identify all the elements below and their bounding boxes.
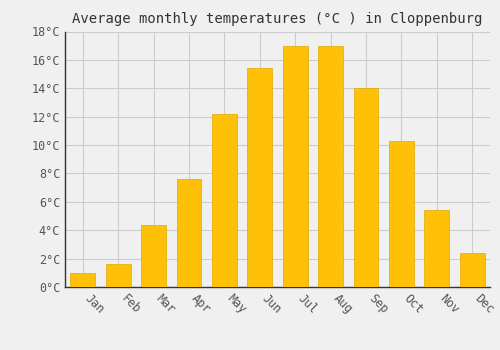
- Bar: [106, 264, 130, 287]
- Bar: [354, 88, 378, 287]
- Bar: [389, 141, 414, 287]
- Bar: [283, 46, 308, 287]
- Bar: [212, 114, 237, 287]
- Bar: [141, 225, 166, 287]
- Bar: [176, 179, 202, 287]
- Bar: [460, 253, 484, 287]
- Title: Average monthly temperatures (°C ) in Cloppenburg: Average monthly temperatures (°C ) in Cl…: [72, 12, 482, 26]
- Bar: [424, 210, 450, 287]
- Bar: [70, 273, 95, 287]
- Bar: [318, 46, 343, 287]
- Bar: [248, 68, 272, 287]
